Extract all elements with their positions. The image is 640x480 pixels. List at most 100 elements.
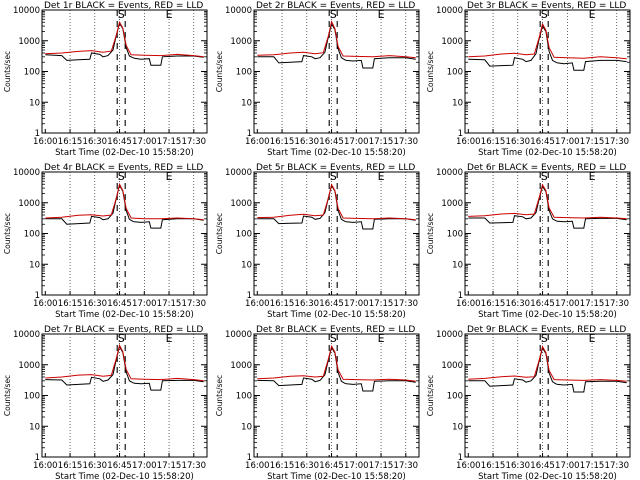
x-tick-label: 16:15 <box>270 299 295 309</box>
x-tick-label: 16:45 <box>319 461 344 471</box>
x-tick-label: 17:00 <box>555 461 580 471</box>
y-tick-label: 100 <box>447 392 463 402</box>
y-axis-title: Counts/sec <box>426 213 435 254</box>
y-axis-title: Counts/sec <box>215 51 224 92</box>
data-series-line <box>45 183 204 229</box>
y-tick-label: 1 <box>458 453 463 463</box>
y-tick-label: 1 <box>35 291 40 301</box>
y-tick-label: 100 <box>236 392 252 402</box>
x-axis-title: Start Time (02-Dec-10 15:58:20) <box>478 310 617 320</box>
y-tick-label: 10 <box>29 98 40 108</box>
x-tick-label: 16:45 <box>107 137 132 147</box>
marker-label: S <box>118 170 125 183</box>
x-axis-title: Start Time (02-Dec-10 15:58:20) <box>267 148 406 158</box>
y-tick-label: 10 <box>241 98 252 108</box>
plot-frame <box>464 333 631 458</box>
y-tick-label: 1000 <box>441 199 463 209</box>
detector-panel: 16:00 16:15 16:30 16:45 17:00 17:15 17:30 1 10 10… <box>3 1 208 158</box>
plot-title: Det 2r BLACK = Events, RED = LLD <box>256 1 415 11</box>
x-tick-label: 17:15 <box>580 299 605 309</box>
detector-panel: 16:00 16:15 16:30 16:45 17:00 17:15 17:30 1 10 10… <box>215 163 420 320</box>
detector-panel: 16:00 16:15 16:30 16:45 17:00 17:15 17:30 1 10 10… <box>215 1 420 158</box>
y-axis-title: Counts/sec <box>3 51 12 92</box>
y-tick-label: 10000 <box>13 6 40 16</box>
data-series-line <box>468 183 627 220</box>
y-tick-label: 10 <box>452 260 463 270</box>
detector-panel: 16:00 16:15 16:30 16:45 17:00 17:15 17:30 1 10 10… <box>3 163 208 320</box>
marker-label: S <box>541 8 548 21</box>
data-series-line <box>257 183 416 221</box>
x-tick-label: 17:30 <box>605 299 630 309</box>
plot-title: Det 7r BLACK = Events, RED = LLD <box>44 325 203 335</box>
x-tick-label: 16:15 <box>270 461 295 471</box>
x-tick-label: 16:45 <box>319 299 344 309</box>
detector-panel: 16:00 16:15 16:30 16:45 17:00 17:15 17:30 1 10 10… <box>426 325 631 480</box>
marker-label: E <box>589 8 596 21</box>
x-tick-label: 17:15 <box>157 299 182 309</box>
marker-label: E <box>166 8 173 21</box>
detector-panel: 16:00 16:15 16:30 16:45 17:00 17:15 17:30 1 10 10… <box>426 163 631 320</box>
x-tick-label: 16:00 <box>245 299 270 309</box>
x-tick-label: 16:30 <box>506 299 531 309</box>
marker-label: E <box>166 170 173 183</box>
x-tick-label: 16:30 <box>295 299 320 309</box>
x-tick-label: 16:15 <box>481 137 506 147</box>
x-axis-title: Start Time (02-Dec-10 15:58:20) <box>267 310 406 320</box>
y-axis-title: Counts/sec <box>3 213 12 254</box>
x-tick-label: 17:15 <box>369 299 394 309</box>
y-tick-label: 100 <box>236 68 252 78</box>
x-tick-label: 16:15 <box>481 461 506 471</box>
x-tick-label: 16:45 <box>530 137 555 147</box>
y-tick-label: 1 <box>35 453 40 463</box>
data-series-line <box>45 343 204 382</box>
marker-label: S <box>541 170 548 183</box>
x-tick-label: 16:00 <box>33 461 58 471</box>
x-tick-label: 16:45 <box>530 299 555 309</box>
y-tick-label: 10000 <box>436 6 463 16</box>
x-tick-label: 16:15 <box>58 461 83 471</box>
y-tick-label: 10 <box>452 422 463 432</box>
detector-panel: 16:00 16:15 16:30 16:45 17:00 17:15 17:30 1 10 10… <box>3 325 208 480</box>
plot-title: Det 6r BLACK = Events, RED = LLD <box>467 163 626 173</box>
x-tick-label: 17:30 <box>182 461 207 471</box>
x-tick-label: 16:15 <box>270 137 295 147</box>
y-tick-label: 10000 <box>436 168 463 178</box>
data-series-line <box>45 22 204 66</box>
x-axis-title: Start Time (02-Dec-10 15:58:20) <box>55 472 194 480</box>
x-tick-label: 17:00 <box>344 461 369 471</box>
y-tick-label: 1 <box>458 291 463 301</box>
data-series-line <box>468 346 627 393</box>
marker-label: E <box>589 170 596 183</box>
y-axis-title: Counts/sec <box>426 375 435 416</box>
y-tick-label: 10000 <box>225 168 252 178</box>
plot-frame <box>253 9 420 134</box>
plot-title: Det 1r BLACK = Events, RED = LLD <box>44 1 203 11</box>
x-tick-label: 16:00 <box>456 137 481 147</box>
x-tick-label: 17:30 <box>605 137 630 147</box>
plot-frame <box>464 171 631 296</box>
x-tick-label: 17:15 <box>157 461 182 471</box>
plot-title: Det 9r BLACK = Events, RED = LLD <box>467 325 626 335</box>
x-tick-label: 16:45 <box>530 461 555 471</box>
marker-label: E <box>589 332 596 345</box>
marker-label: S <box>330 170 337 183</box>
data-series-line <box>468 22 627 60</box>
x-axis-title: Start Time (02-Dec-10 15:58:20) <box>55 310 194 320</box>
data-series-line <box>45 345 204 391</box>
y-axis-title: Counts/sec <box>426 51 435 92</box>
y-tick-label: 1 <box>458 129 463 139</box>
plot-title: Det 5r BLACK = Events, RED = LLD <box>256 163 415 173</box>
data-series-line <box>45 182 204 221</box>
x-tick-label: 16:30 <box>506 137 531 147</box>
y-tick-label: 10 <box>452 98 463 108</box>
data-series-line <box>257 20 416 59</box>
x-tick-label: 16:30 <box>506 461 531 471</box>
x-tick-label: 17:30 <box>394 461 419 471</box>
x-tick-label: 17:00 <box>132 461 157 471</box>
plot-frame <box>41 171 208 296</box>
x-tick-label: 17:15 <box>369 137 394 147</box>
data-series-line <box>468 345 627 382</box>
x-tick-label: 16:45 <box>107 461 132 471</box>
x-tick-label: 16:00 <box>245 137 270 147</box>
y-tick-label: 1000 <box>230 361 252 371</box>
